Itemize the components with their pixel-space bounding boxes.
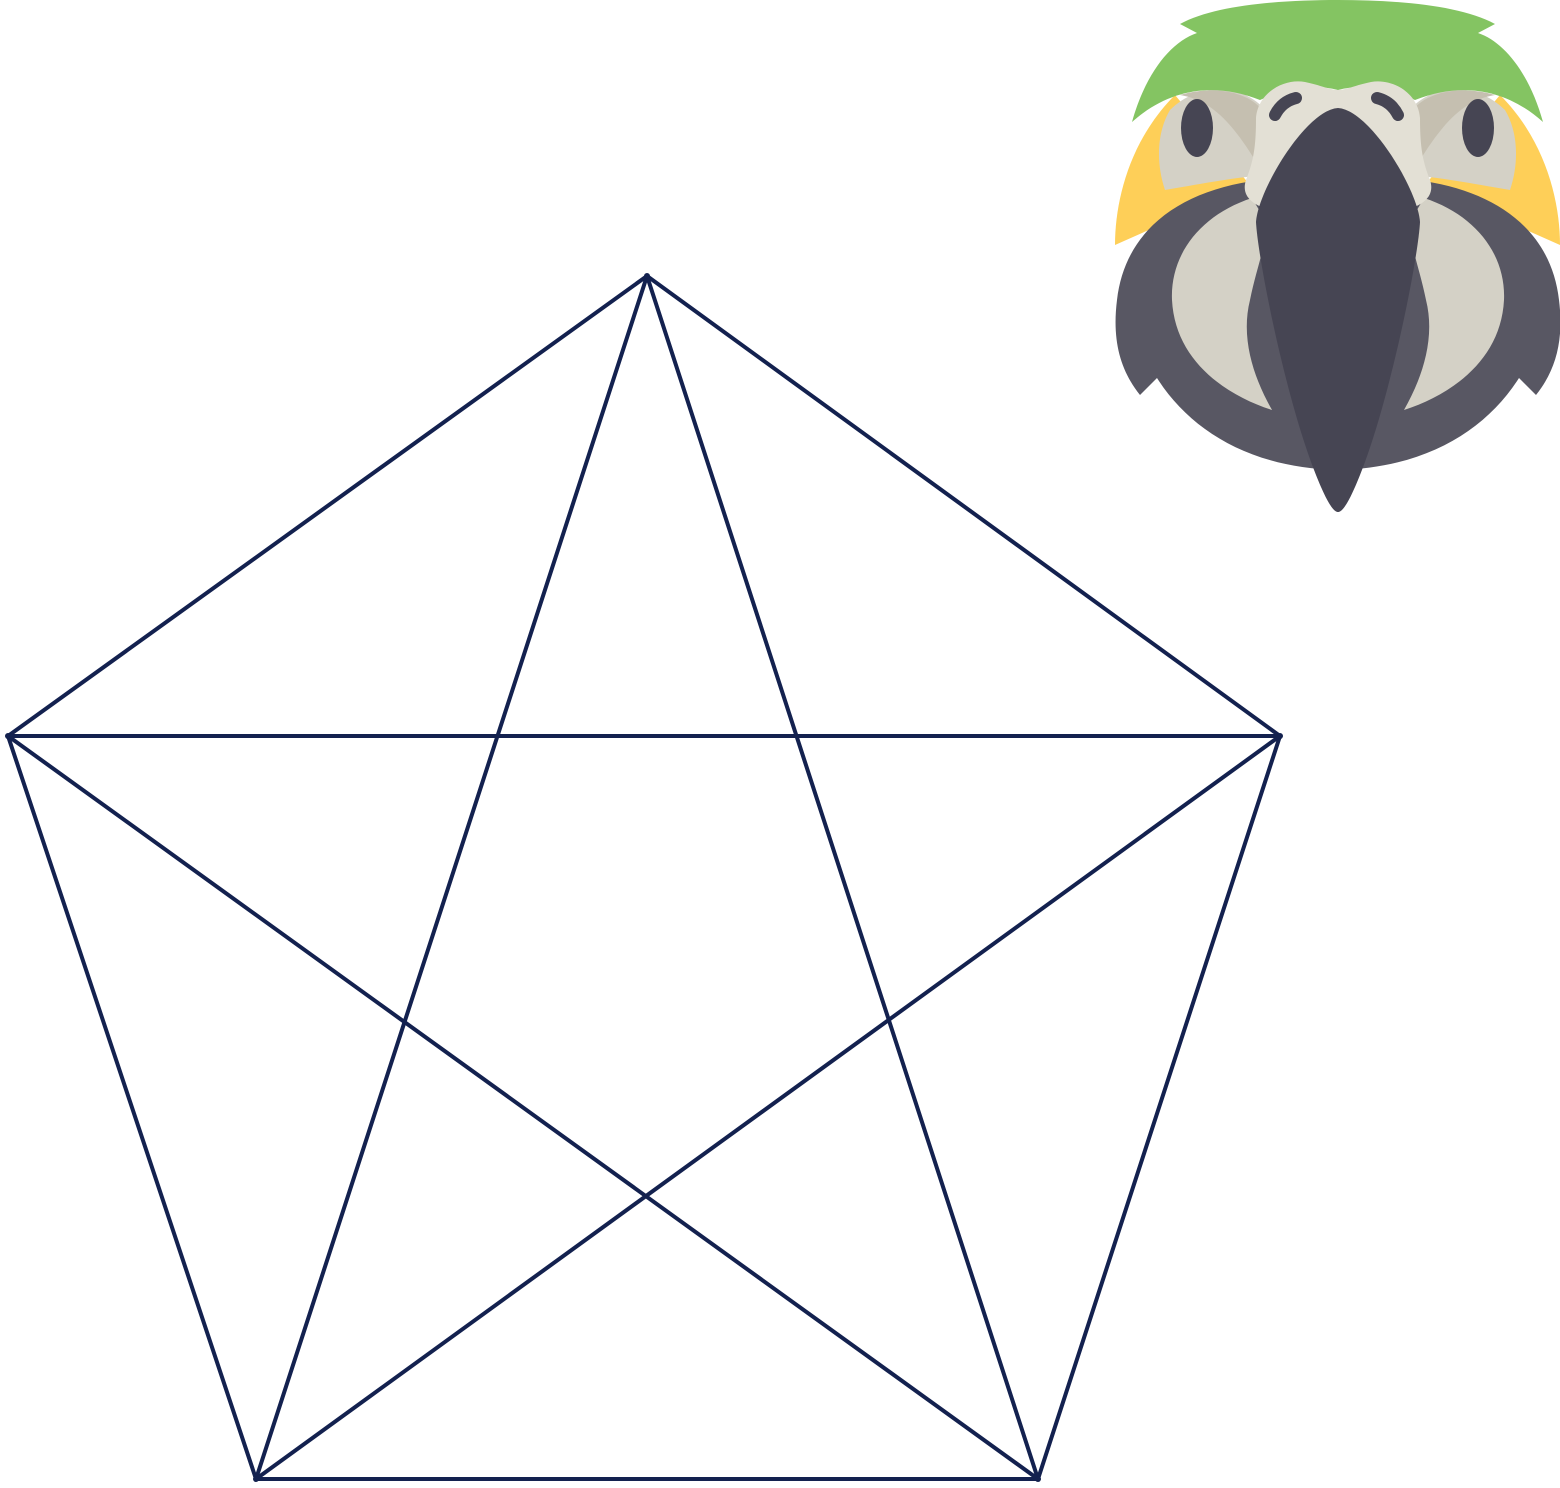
parrot-eye-left [1181, 99, 1213, 157]
vertex-bottom-right [1035, 1476, 1041, 1482]
edge-top-bottom-left [254, 274, 649, 1481]
pentagon-graph [5, 273, 1283, 1482]
parrot-nostril-left [1269, 92, 1302, 121]
edge-right-bottom-left [254, 734, 1282, 1481]
vertex-left [5, 733, 11, 739]
vertex-bottom-left [253, 1476, 259, 1482]
parrot-eye-right [1462, 99, 1494, 157]
vertex-top [644, 273, 650, 279]
vertex-right [1277, 733, 1283, 739]
parrot-chest-left [1171, 198, 1272, 410]
edge-top-bottom-right [645, 274, 1040, 1481]
edge-left-bottom-right [6, 734, 1040, 1481]
edge-top-right [645, 274, 1282, 738]
edge-top-left [6, 274, 649, 738]
edge-right-bottom-right [1036, 734, 1282, 1481]
parrot-nostril-right [1371, 92, 1404, 121]
edge-left-bottom-left [6, 734, 258, 1481]
parrot-head-icon [1115, 0, 1560, 512]
parrot-beak [1256, 108, 1420, 512]
parrot-chest-right [1404, 198, 1505, 410]
parrot-face-shade-left [1180, 90, 1262, 160]
parrot-crest [1132, 0, 1543, 122]
parrot-face-shade-right [1413, 90, 1495, 160]
